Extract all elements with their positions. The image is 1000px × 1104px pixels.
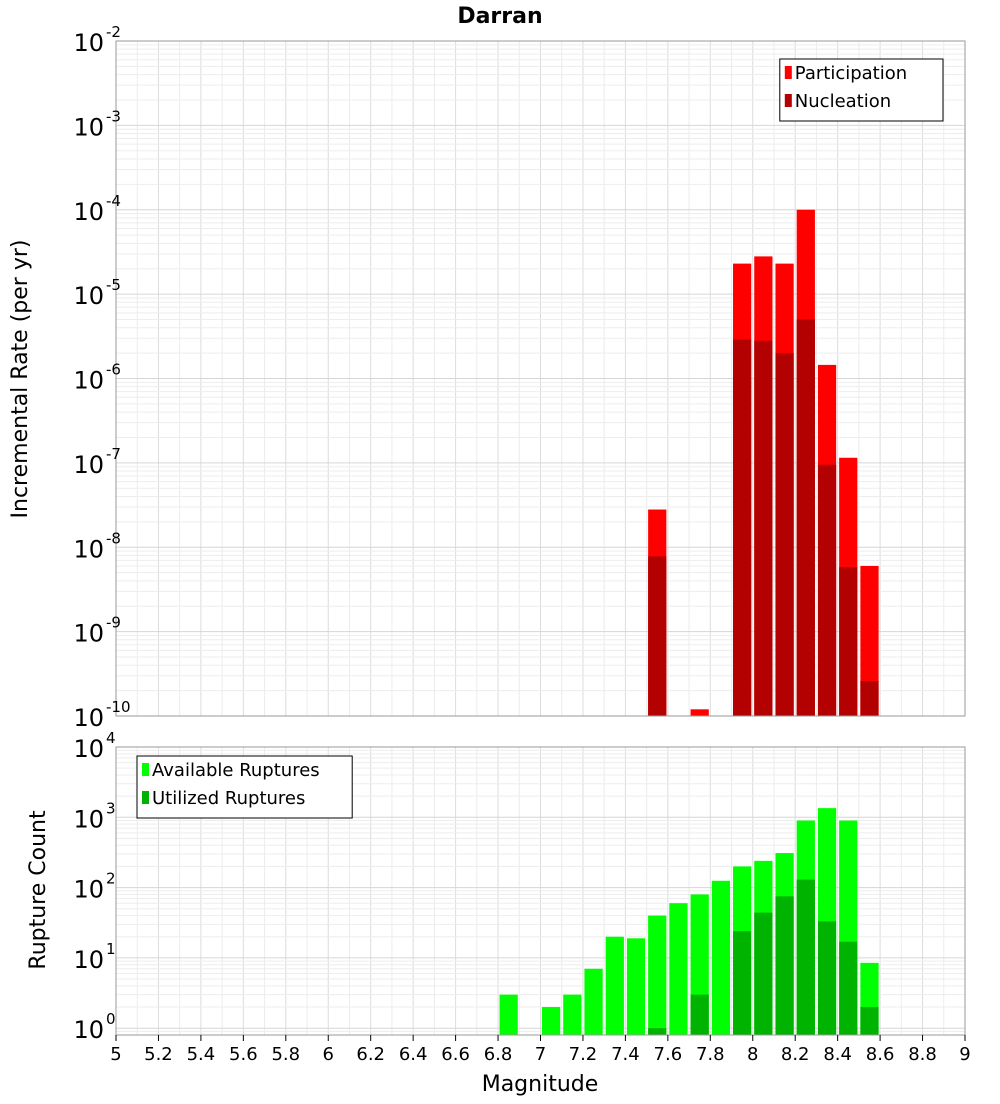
y-tick-exponent: 1	[106, 940, 116, 958]
y-tick-exponent: 3	[106, 799, 116, 817]
x-tick-label: 6.4	[399, 1044, 428, 1065]
y-tick-label: 10	[73, 29, 104, 57]
bar-primary	[605, 936, 624, 1035]
y-tick-label: 10	[73, 198, 104, 226]
bar-primary	[669, 903, 688, 1035]
x-tick-label: 8.6	[866, 1044, 895, 1065]
bar-primary	[499, 994, 518, 1035]
legend-label: Available Ruptures	[152, 760, 320, 781]
bar-secondary	[754, 340, 773, 716]
x-tick-label: 5.6	[229, 1044, 258, 1065]
bar-primary	[626, 938, 646, 1035]
y-tick-exponent: -6	[106, 361, 121, 379]
y-axis-label-rate: Incremental Rate (per yr)	[8, 240, 33, 519]
y-tick-exponent: -8	[106, 529, 121, 547]
x-tick-label: 5.2	[144, 1044, 173, 1065]
bar-primary	[711, 880, 731, 1035]
x-tick-label: 9	[959, 1044, 970, 1065]
y-tick-label: 10	[73, 113, 104, 141]
y-tick-label: 10	[73, 704, 104, 732]
x-tick-label: 7.8	[696, 1044, 725, 1065]
y-tick-exponent: -2	[106, 23, 121, 41]
y-tick-exponent: -10	[106, 698, 131, 716]
x-tick-label: 8	[747, 1044, 758, 1065]
bar-secondary	[839, 941, 858, 1035]
bar-secondary	[733, 931, 752, 1035]
x-tick-label: 6.2	[356, 1044, 385, 1065]
y-tick-label: 10	[73, 735, 104, 763]
legend-swatch	[142, 763, 149, 776]
legend-swatch	[784, 66, 792, 79]
y-tick-exponent: -5	[106, 276, 121, 294]
bar-secondary	[775, 896, 794, 1035]
bar-secondary	[817, 464, 837, 716]
bar-primary	[584, 968, 603, 1035]
legend-swatch	[784, 94, 792, 107]
bar-secondary	[754, 912, 773, 1035]
x-tick-label: 5	[110, 1044, 121, 1065]
y-tick-label: 10	[73, 282, 104, 310]
legend-box	[779, 58, 944, 122]
y-tick-exponent: -7	[106, 445, 121, 463]
y-tick-label: 10	[73, 535, 104, 563]
y-tick-exponent: -3	[106, 107, 121, 125]
x-tick-label: 6.8	[484, 1044, 513, 1065]
bar-secondary	[839, 567, 858, 716]
y-tick-label: 10	[73, 946, 104, 974]
x-tick-label: 8.2	[781, 1044, 810, 1065]
y-tick-exponent: 0	[106, 1010, 116, 1028]
bar-secondary	[860, 680, 879, 716]
legend-box	[136, 755, 353, 819]
x-tick-label: 5.4	[187, 1044, 216, 1065]
x-tick-label: 8.4	[823, 1044, 852, 1065]
y-tick-exponent: -9	[106, 614, 121, 632]
y-axis-label-count: Rupture Count	[26, 810, 51, 970]
bar-secondary	[648, 556, 667, 716]
bar-secondary	[648, 1028, 667, 1035]
y-tick-label: 10	[73, 367, 104, 395]
bar-secondary	[796, 319, 815, 716]
y-tick-label: 10	[73, 451, 104, 479]
x-tick-label: 7.2	[569, 1044, 598, 1065]
chart-title: Darran	[457, 4, 542, 29]
y-tick-label: 10	[73, 876, 104, 904]
bar-secondary	[796, 879, 815, 1035]
legend-label: Participation	[795, 63, 907, 84]
legend-label: Nucleation	[795, 91, 891, 112]
y-tick-label: 10	[73, 620, 104, 648]
bar-secondary	[775, 353, 794, 716]
x-tick-label: 8.8	[908, 1044, 937, 1065]
x-tick-label: 6.6	[441, 1044, 470, 1065]
x-tick-label: 7	[535, 1044, 546, 1065]
bar-secondary	[733, 339, 752, 716]
legend-label: Utilized Ruptures	[152, 788, 305, 809]
x-axis-label: Magnitude	[482, 1072, 599, 1097]
x-tick-label: 6	[323, 1044, 334, 1065]
y-tick-label: 10	[73, 1016, 104, 1044]
y-tick-exponent: 4	[106, 729, 116, 747]
y-tick-label: 10	[73, 805, 104, 833]
y-tick-exponent: -4	[106, 192, 121, 210]
bar-primary	[542, 1007, 561, 1035]
y-tick-exponent: 2	[106, 870, 116, 888]
legend-swatch	[142, 791, 149, 804]
bar-primary	[563, 994, 582, 1035]
bar-primary	[648, 915, 667, 1035]
bar-primary	[860, 565, 879, 716]
x-tick-label: 5.8	[271, 1044, 300, 1065]
x-tick-label: 7.4	[611, 1044, 640, 1065]
bar-secondary	[860, 1007, 879, 1035]
bar-secondary	[817, 921, 837, 1035]
bar-primary	[690, 709, 709, 716]
x-tick-label: 7.6	[654, 1044, 683, 1065]
plot-frame-0	[115, 40, 966, 717]
bar-secondary	[690, 994, 709, 1035]
